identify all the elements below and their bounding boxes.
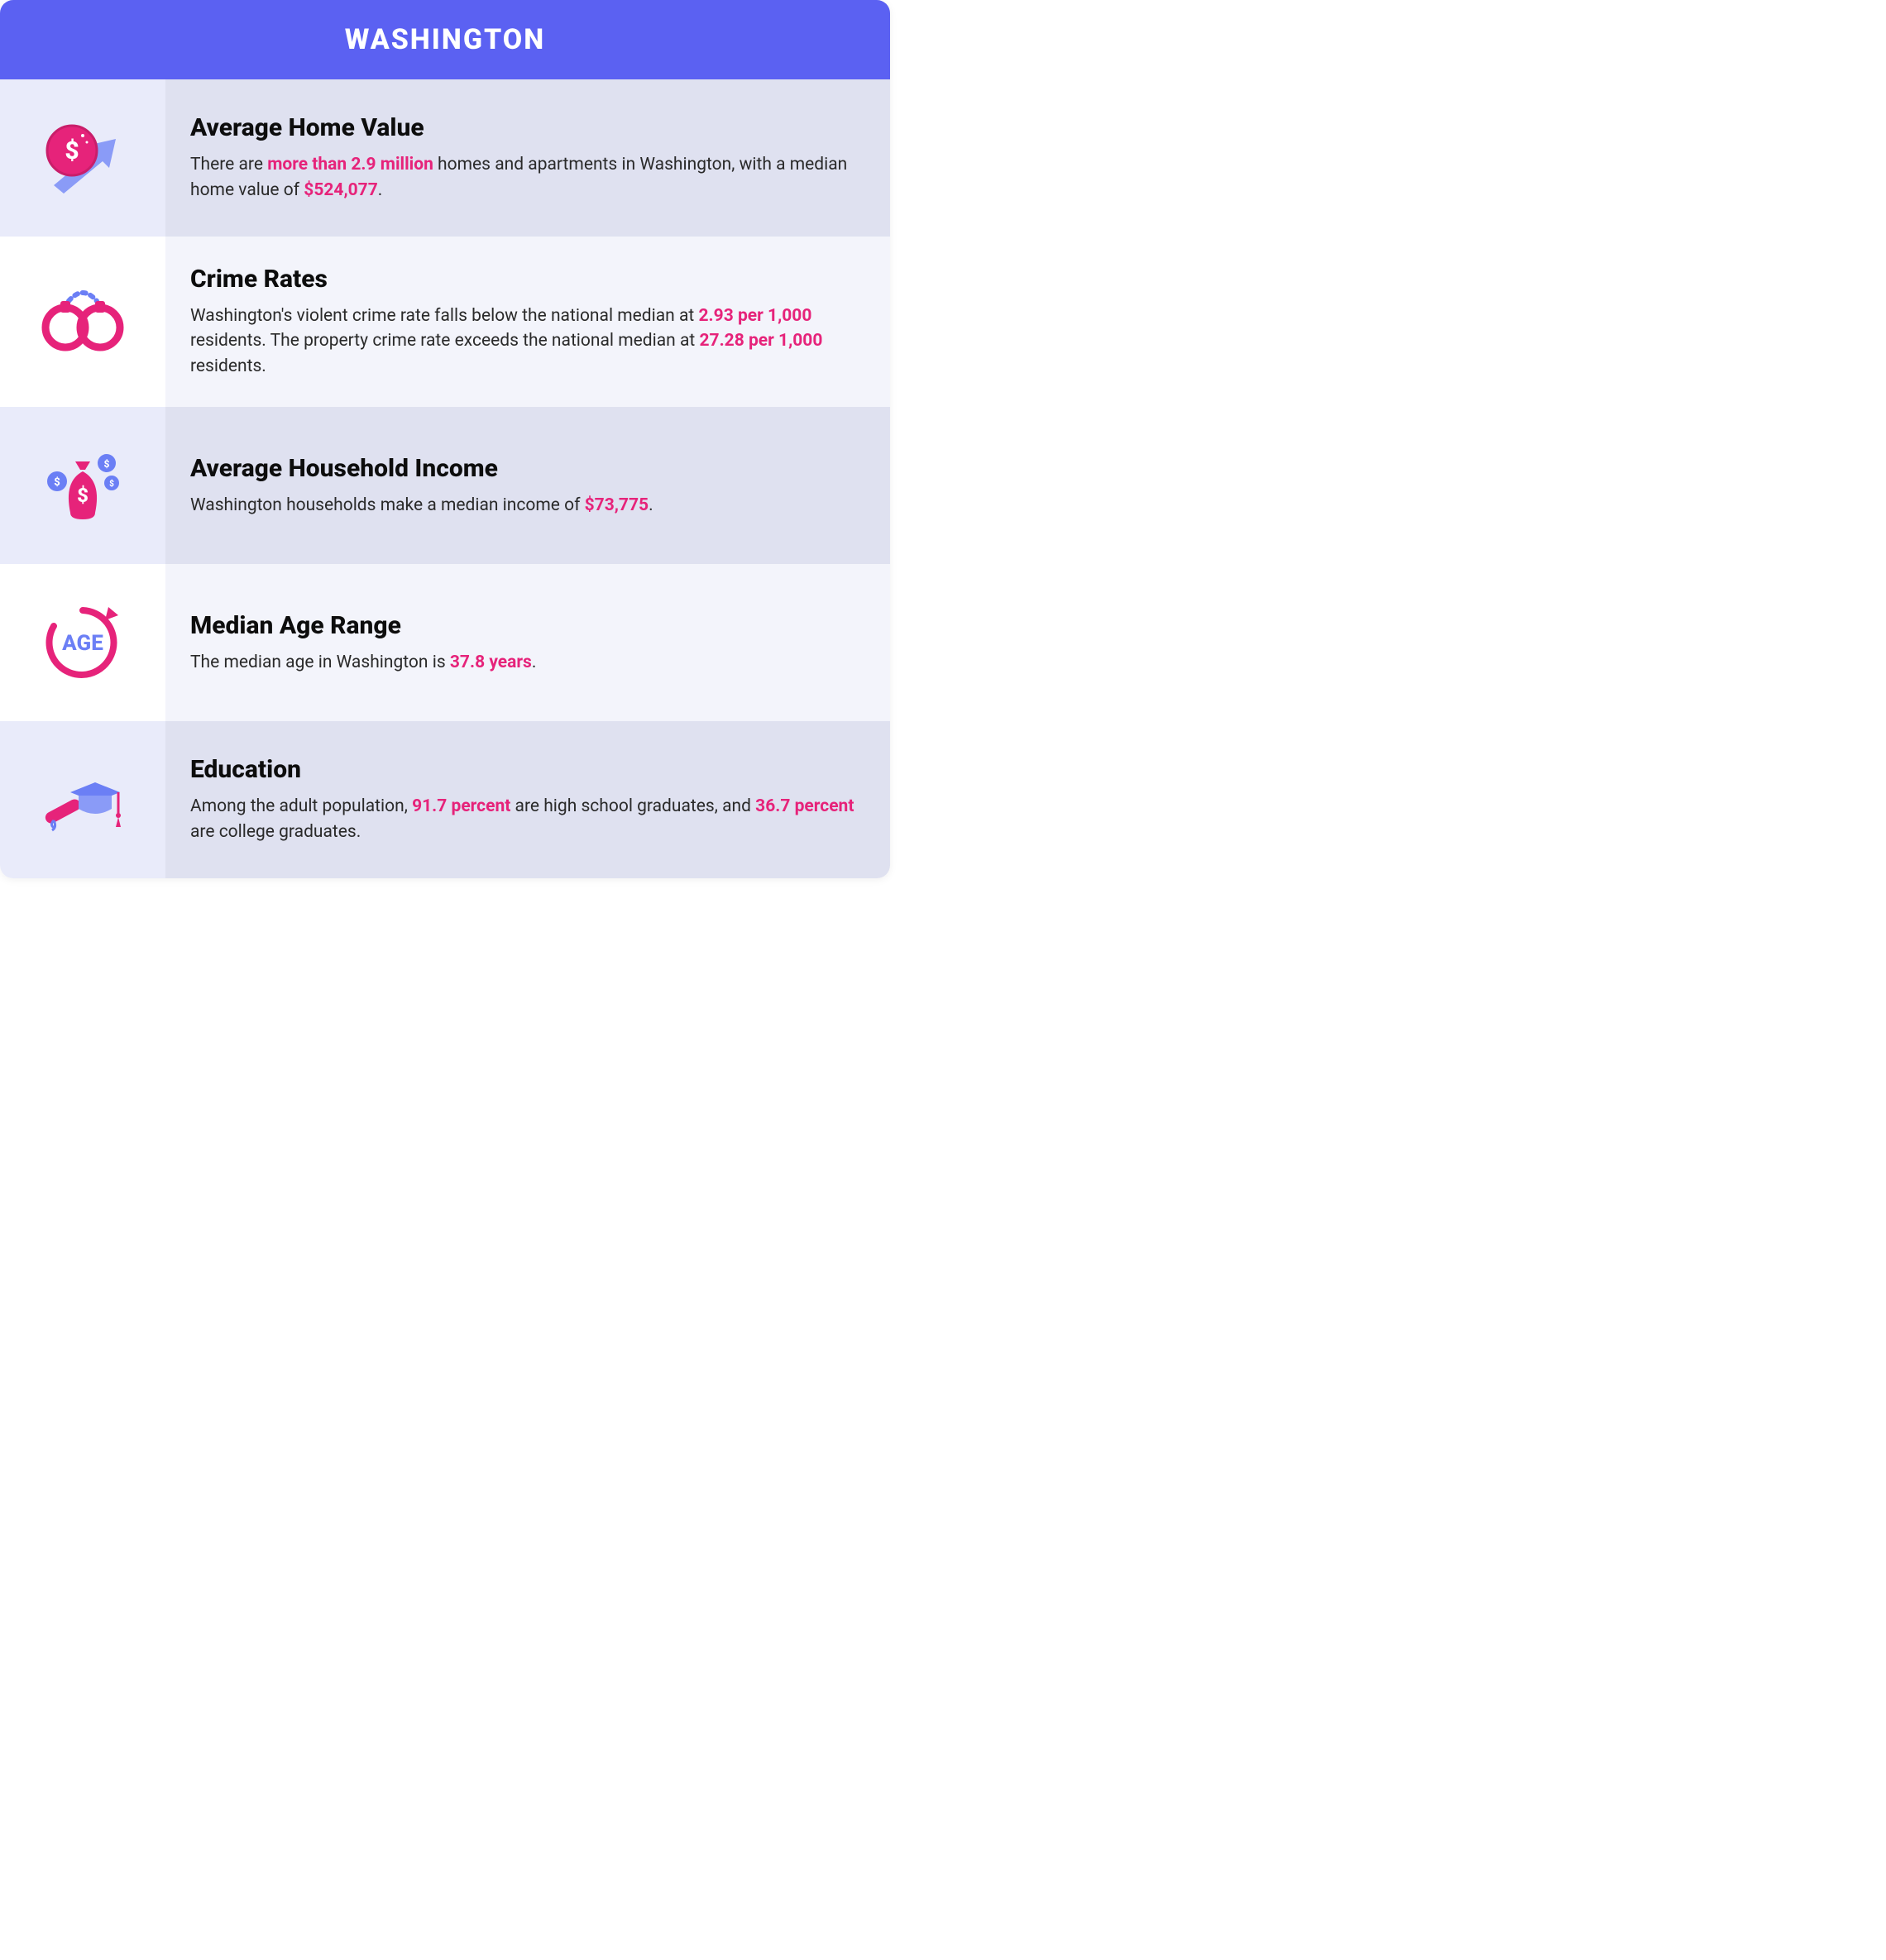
content-cell: Average Home Value There are more than 2… bbox=[165, 79, 890, 237]
content-cell: Crime Rates Washington's violent crime r… bbox=[165, 237, 890, 407]
svg-text:AGE: AGE bbox=[62, 631, 103, 656]
row-title: Average Home Value bbox=[190, 113, 857, 142]
handcuffs-icon bbox=[37, 276, 128, 367]
highlight: 2.93 per 1,000 bbox=[699, 306, 812, 326]
content-cell: Education Among the adult population, 91… bbox=[165, 721, 890, 878]
state-info-card: WASHINGTON $ Average Home Value There ar… bbox=[0, 0, 890, 878]
header-title: WASHINGTON bbox=[345, 23, 545, 56]
svg-text:$: $ bbox=[65, 136, 79, 165]
highlight: $524,077 bbox=[304, 180, 378, 200]
row-title: Median Age Range bbox=[190, 611, 857, 640]
row-age: AGE Median Age Range The median age in W… bbox=[0, 564, 890, 721]
highlight: 91.7 percent bbox=[412, 796, 510, 816]
row-text: Washington households make a median inco… bbox=[190, 493, 857, 518]
highlight: more than 2.9 million bbox=[267, 155, 433, 174]
money-bag-icon: $ $ $ $ bbox=[37, 440, 128, 531]
icon-cell bbox=[0, 721, 165, 878]
svg-text:$: $ bbox=[54, 476, 60, 489]
row-title: Average Household Income bbox=[190, 454, 857, 483]
home-value-icon: $ bbox=[37, 112, 128, 203]
icon-cell: $ $ $ $ bbox=[0, 407, 165, 564]
row-text: Washington's violent crime rate falls be… bbox=[190, 304, 857, 379]
highlight: 36.7 percent bbox=[755, 796, 854, 816]
row-text: The median age in Washington is 37.8 yea… bbox=[190, 650, 857, 675]
content-cell: Median Age Range The median age in Washi… bbox=[165, 564, 890, 721]
row-text: There are more than 2.9 million homes an… bbox=[190, 152, 857, 203]
age-icon: AGE bbox=[37, 597, 128, 688]
icon-cell: AGE bbox=[0, 564, 165, 721]
row-home-value: $ Average Home Value There are more than… bbox=[0, 79, 890, 237]
icon-cell: $ bbox=[0, 79, 165, 237]
row-income: $ $ $ $ Average Household Income Washing… bbox=[0, 407, 890, 564]
icon-cell bbox=[0, 237, 165, 407]
content-cell: Average Household Income Washington hous… bbox=[165, 407, 890, 564]
svg-text:$: $ bbox=[109, 478, 114, 489]
row-education: Education Among the adult population, 91… bbox=[0, 721, 890, 878]
header-bar: WASHINGTON bbox=[0, 0, 890, 79]
svg-text:$: $ bbox=[104, 458, 110, 470]
row-title: Crime Rates bbox=[190, 265, 857, 294]
highlight: 27.28 per 1,000 bbox=[699, 331, 822, 351]
row-text: Among the adult population, 91.7 percent… bbox=[190, 794, 857, 844]
graduation-icon bbox=[37, 754, 128, 845]
row-crime: Crime Rates Washington's violent crime r… bbox=[0, 237, 890, 407]
svg-text:$: $ bbox=[77, 484, 89, 507]
row-title: Education bbox=[190, 755, 857, 784]
highlight: 37.8 years bbox=[450, 653, 532, 672]
highlight: $73,775 bbox=[585, 495, 649, 515]
